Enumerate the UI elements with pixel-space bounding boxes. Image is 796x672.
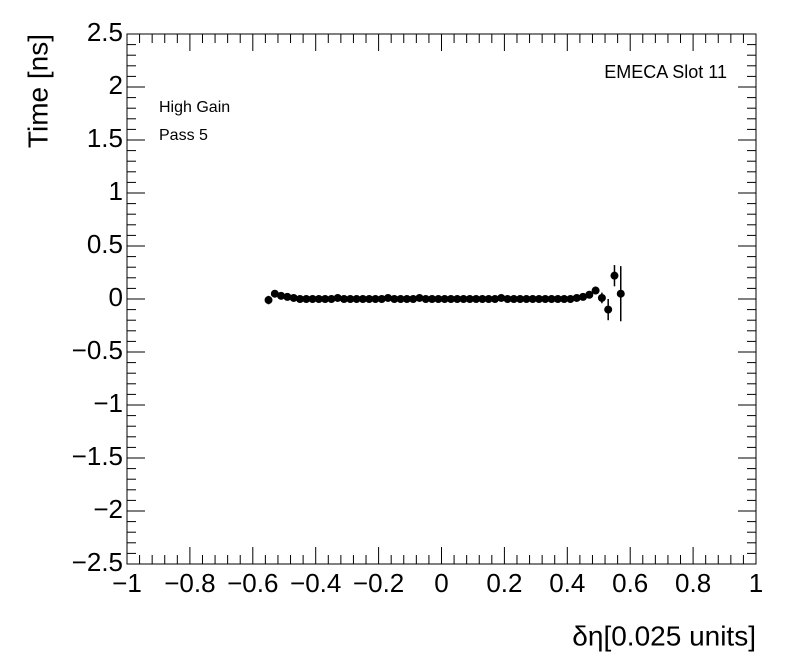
data-point [541, 295, 550, 303]
data-point [465, 295, 474, 303]
data-point [428, 295, 437, 303]
annotation: EMECA Slot 11 [604, 62, 727, 82]
data-point [283, 292, 292, 301]
data-point [522, 295, 531, 303]
data-point [560, 295, 569, 303]
x-tick-label: 0 [434, 568, 448, 598]
y-tick-label: −0.5 [72, 335, 123, 365]
data-point [597, 293, 606, 302]
data-point [585, 290, 594, 299]
data-point [384, 293, 393, 302]
y-tick-label: −1 [93, 388, 123, 418]
data-point [302, 295, 311, 303]
data-point [453, 295, 462, 303]
data-point [566, 295, 575, 303]
data-point [308, 295, 317, 303]
data-point [553, 295, 562, 303]
x-tick-label: −0.2 [353, 568, 404, 598]
data-point [333, 293, 342, 302]
x-tick-label: −0.8 [164, 568, 215, 598]
data-point [340, 295, 349, 303]
x-tick-label: 0.8 [675, 568, 711, 598]
data-point [346, 295, 355, 303]
data-point [497, 293, 506, 302]
data-point [503, 295, 512, 303]
y-axis-title: Time [ns] [22, 34, 53, 148]
data-point [390, 295, 399, 303]
data-point [264, 296, 273, 305]
data-point [321, 295, 330, 303]
data-point [352, 295, 361, 303]
data-point [547, 295, 556, 303]
data-point [371, 295, 380, 303]
x-tick-label: −0.4 [290, 568, 341, 598]
data-point [528, 295, 537, 303]
data-point [459, 295, 468, 303]
data-point [270, 289, 279, 298]
data-point [516, 295, 525, 303]
data-point [604, 305, 613, 314]
data-point [415, 293, 424, 302]
data-point [365, 295, 374, 303]
data-point [314, 295, 323, 303]
y-tick-label: 2.5 [87, 17, 123, 47]
y-tick-label: 1 [109, 176, 123, 206]
data-point [490, 295, 499, 303]
data-point [579, 292, 588, 301]
data-point [295, 295, 304, 303]
data-point [277, 291, 286, 300]
data-point [377, 295, 386, 303]
data-point [572, 293, 581, 302]
annotation: Pass 5 [159, 127, 208, 144]
data-point [446, 295, 455, 303]
x-tick-label: 0.2 [486, 568, 522, 598]
data-point [484, 295, 493, 303]
data-point [509, 295, 518, 303]
y-tick-label: 2 [109, 70, 123, 100]
annotation: High Gain [159, 99, 230, 116]
x-tick-label: −1 [112, 568, 142, 598]
y-tick-label: −2 [93, 494, 123, 524]
x-axis-title: δη[0.025 units] [572, 620, 756, 651]
y-tick-label: −1.5 [72, 441, 123, 471]
data-point [421, 295, 430, 303]
x-tick-label: 1 [749, 568, 763, 598]
y-tick-label: −2.5 [72, 547, 123, 577]
data-point [472, 295, 481, 303]
data-point [402, 295, 411, 303]
data-point [289, 293, 298, 302]
y-tick-label: 1.5 [87, 123, 123, 153]
x-tick-label: 0.6 [612, 568, 648, 598]
data-point [434, 295, 443, 303]
x-tick-label: −0.6 [227, 568, 278, 598]
data-point [478, 295, 487, 303]
data-point [358, 295, 367, 303]
data-point [534, 295, 543, 303]
x-tick-label: 0.4 [549, 568, 585, 598]
data-point [616, 289, 625, 298]
data-point [409, 295, 418, 303]
data-point [396, 295, 405, 303]
data-point [440, 295, 449, 303]
y-tick-label: 0.5 [87, 229, 123, 259]
data-point [327, 295, 336, 303]
data-point [591, 286, 600, 295]
y-tick-label: 0 [109, 282, 123, 312]
data-point [610, 271, 619, 280]
